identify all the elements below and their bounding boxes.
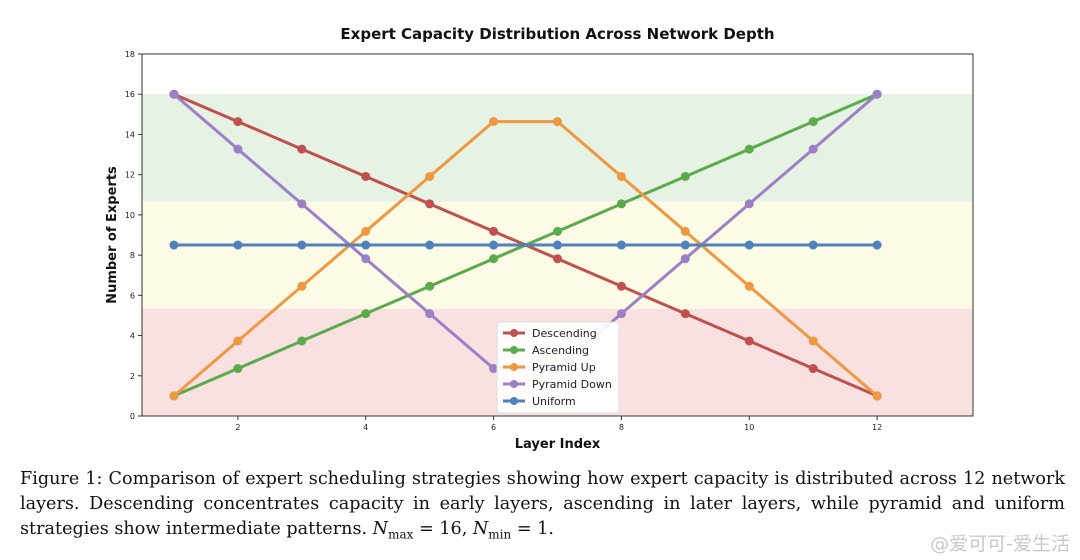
data-point <box>425 309 435 319</box>
data-point <box>489 240 499 250</box>
data-point <box>361 309 371 319</box>
legend-label: Pyramid Up <box>532 361 596 374</box>
caption-text: Figure 1: Comparison of expert schedulin… <box>20 469 1065 539</box>
data-point <box>297 336 307 346</box>
chart-figure: 2 4 6 8 10 12 0 2 4 6 8 10 12 14 16 18 Expert Capacity… <box>105 25 974 452</box>
data-point <box>680 254 690 264</box>
legend-marker <box>510 397 518 405</box>
data-point <box>616 199 626 209</box>
x-tick-label: 4 <box>363 423 368 432</box>
data-point <box>616 309 626 319</box>
data-point <box>297 199 307 209</box>
data-point <box>616 281 626 291</box>
data-point <box>297 281 307 291</box>
data-point <box>872 240 882 250</box>
data-point <box>680 171 690 181</box>
x-tick-label: 6 <box>491 423 496 432</box>
y-tick-label: 2 <box>130 372 135 381</box>
data-point <box>425 281 435 291</box>
chart-title: Expert Capacity Distribution Across Netw… <box>340 25 774 43</box>
band-2 <box>142 94 973 202</box>
y-tick-label: 0 <box>130 412 135 421</box>
data-point <box>489 254 499 264</box>
data-point <box>680 240 690 250</box>
data-point <box>489 226 499 236</box>
data-point <box>169 391 179 401</box>
data-point <box>169 240 179 250</box>
data-point <box>744 240 754 250</box>
x-tick-label: 2 <box>235 423 240 432</box>
data-point <box>361 226 371 236</box>
data-point <box>616 240 626 250</box>
x-axis-label: Layer Index <box>515 437 601 452</box>
plot-frame <box>141 53 974 417</box>
data-point <box>808 364 818 374</box>
legend-label: Uniform <box>532 395 576 408</box>
data-point <box>553 226 562 236</box>
x-tick-label: 8 <box>619 423 624 432</box>
data-point <box>680 309 690 319</box>
y-tick-label: 14 <box>125 130 135 139</box>
legend-label: Ascending <box>532 344 589 357</box>
legend-marker <box>510 380 518 388</box>
data-point <box>680 226 690 236</box>
data-point <box>361 254 371 264</box>
data-point <box>233 117 243 127</box>
x-tick-label: 12 <box>872 423 882 432</box>
data-point <box>233 364 243 374</box>
legend-marker <box>510 329 518 337</box>
y-tick-label: 8 <box>130 251 135 260</box>
legend-box <box>496 321 620 414</box>
legend-marker <box>510 346 518 354</box>
data-point <box>553 117 562 127</box>
legend: Descending Ascending Pyramid Up Pyramid Dow… <box>496 321 620 414</box>
series-uniform <box>169 240 882 250</box>
data-point <box>425 171 435 181</box>
data-point <box>361 171 371 181</box>
y-tick-label: 4 <box>130 332 135 341</box>
series-line <box>172 120 879 398</box>
data-point <box>297 144 307 154</box>
data-point <box>425 240 435 250</box>
data-point <box>808 117 818 127</box>
watermark: @爱可可-爱生活 <box>930 533 1070 555</box>
series-pyramid-up <box>169 117 882 401</box>
data-point <box>744 336 754 346</box>
y-tick-label: 16 <box>125 90 135 99</box>
caption-nmax: Nmax = 16, <box>372 519 473 542</box>
y-tick-label: 18 <box>125 50 135 59</box>
data-point <box>233 144 243 154</box>
legend-label: Pyramid Down <box>532 378 612 391</box>
data-point <box>808 144 818 154</box>
data-point <box>872 89 882 99</box>
data-point <box>553 254 562 264</box>
y-axis-label: Number of Experts <box>105 166 120 304</box>
data-point <box>808 240 818 250</box>
x-tick-label: 10 <box>744 423 754 432</box>
data-point <box>744 199 754 209</box>
data-point <box>489 117 499 127</box>
legend-marker <box>510 363 518 371</box>
y-tick-label: 12 <box>125 171 135 180</box>
y-tick-label: 10 <box>125 211 135 220</box>
data-point <box>489 364 499 374</box>
y-tick-label: 6 <box>130 291 135 300</box>
data-point <box>233 336 243 346</box>
caption-nmin: Nmin = 1. <box>472 519 554 542</box>
data-point <box>297 240 307 250</box>
data-point <box>872 391 882 401</box>
data-point <box>616 171 626 181</box>
data-point <box>425 199 435 209</box>
data-point <box>169 89 179 99</box>
data-point <box>233 240 243 250</box>
data-point <box>808 336 818 346</box>
line-chart: 2 4 6 8 10 12 0 2 4 6 8 10 12 14 16 18 Expert Capacity… <box>105 25 974 452</box>
data-point <box>553 240 562 250</box>
data-point <box>361 240 371 250</box>
data-point <box>744 281 754 291</box>
legend-label: Descending <box>532 327 597 340</box>
figure-caption: Figure 1: Comparison of expert schedulin… <box>20 467 1065 548</box>
data-point <box>744 144 754 154</box>
